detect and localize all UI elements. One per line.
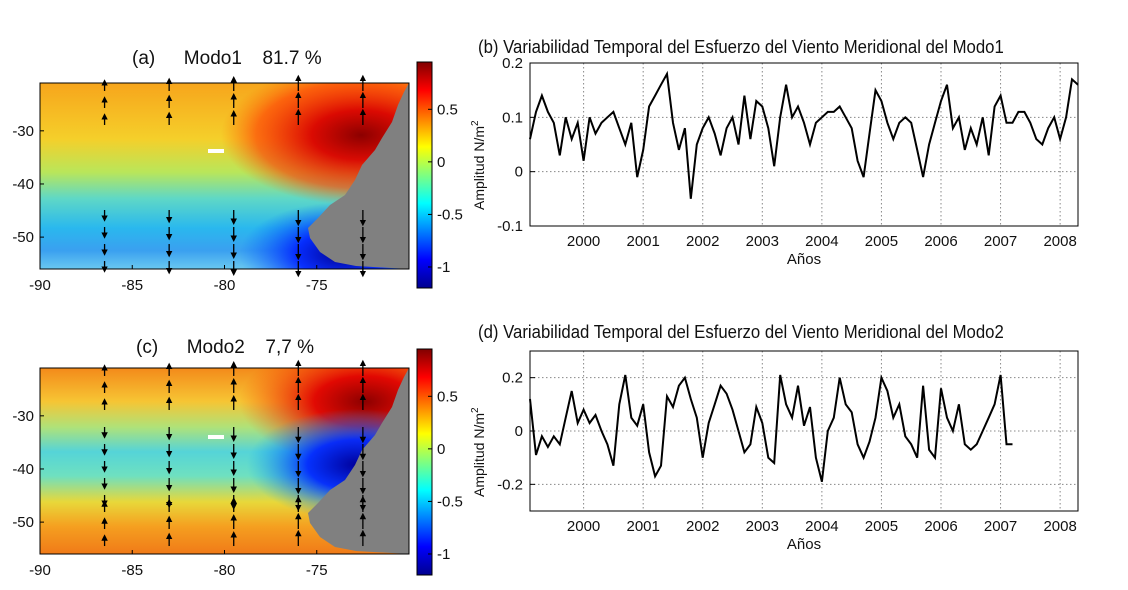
y-tick-label: 0.1 (502, 109, 523, 126)
colorbar-c-ticks: 0.5 0 -0.5 -1 (428, 388, 463, 563)
panel-d-title: (d) Variabilidad Temporal del Esfuerzo d… (478, 322, 1004, 342)
colorbar-a-label: Amplitud N/m2 (470, 120, 487, 210)
colorbar-tick-label: -1 (437, 546, 450, 563)
colorbar-tick-label: 0 (437, 441, 445, 458)
map-x-tick-label: -75 (306, 277, 328, 294)
map-y-tick-label: -30 (12, 123, 34, 140)
map-panel-c (39, 359, 410, 555)
x-tick-label: 2003 (746, 518, 779, 535)
map-y-tick-label: -50 (12, 229, 34, 246)
map-x-tick-label: -75 (306, 562, 328, 579)
map-y-tick-label: -40 (12, 176, 34, 193)
x-tick-label: 2000 (567, 518, 600, 535)
colorbar-tick-label: 0.5 (437, 101, 458, 118)
colorbar-c: 0.5 0 -0.5 -1 Amplitud N/m2 (416, 348, 487, 576)
map-x-tick-label: -85 (121, 562, 143, 579)
line-chart-d: 2000 2001 2002 2003 2004 2005 2006 2007 2008 0.2 0… (497, 350, 1079, 553)
series-line (529, 70, 1079, 199)
map-x-tick-label: -85 (121, 277, 143, 294)
colorbar-tick-label: -0.5 (437, 206, 463, 223)
map-c-land (308, 368, 409, 554)
map-a-white-marker (208, 149, 224, 153)
x-tick-label: 2000 (567, 233, 600, 250)
x-tick-label: 2008 (1043, 233, 1076, 250)
plot-frame (529, 350, 1079, 512)
map-x-tick-label: -90 (29, 277, 51, 294)
colorbar-tick-label: 0.5 (437, 388, 458, 405)
map-c-axis-ticks: -90 -85 -80 -75 -30 -40 -50 (12, 408, 327, 579)
panel-a-mode: Modo1 (183, 48, 242, 69)
y-tick-label: 0.2 (502, 370, 523, 387)
series-line (529, 374, 1013, 482)
x-tick-label: 2007 (984, 518, 1017, 535)
colorbar-a-ticks: 0.5 0 -0.5 -1 (428, 101, 463, 276)
map-c-wind-arrows (101, 359, 367, 547)
y-tick-label: 0.2 (502, 55, 523, 72)
line-chart-b: 2000 2001 2002 2003 2004 2005 2006 2007 2008 0.2 0… (497, 55, 1079, 268)
map-y-tick-label: -40 (12, 461, 34, 478)
x-tick-label: 2002 (686, 233, 719, 250)
panel-c-mode: Modo2 (186, 337, 245, 358)
y-tick-label: 0 (515, 423, 523, 440)
colorbar-a: 0.5 0 -0.5 -1 Amplitud N/m2 (416, 61, 487, 289)
panel-c-percent: 7,7 % (265, 337, 314, 358)
panel-a-title: (a) Modo1 81.7 % (132, 48, 322, 70)
plot-frame (529, 62, 1079, 227)
map-x-tick-label: -90 (29, 562, 51, 579)
panel-c-title: (c) Modo2 7,7 % (136, 337, 314, 359)
map-a-land (308, 83, 409, 269)
map-panel-a (39, 74, 410, 278)
x-axis-label: Años (787, 536, 821, 553)
x-tick-label: 2001 (626, 518, 659, 535)
x-tick-label: 2001 (626, 233, 659, 250)
x-tick-label: 2004 (805, 233, 838, 250)
y-tick-label: 0 (515, 164, 523, 181)
panel-a-percent: 81.7 % (262, 48, 322, 69)
x-tick-label: 2005 (865, 518, 898, 535)
map-a-wind-arrows (101, 74, 367, 278)
colorbar-tick-label: -0.5 (437, 493, 463, 510)
map-y-tick-label: -50 (12, 514, 34, 531)
x-tick-label: 2006 (924, 233, 957, 250)
colorbar-tick-label: -1 (437, 259, 450, 276)
colorbar-c-label: Amplitud N/m2 (470, 407, 487, 497)
colorbar-tick-label: 0 (437, 154, 445, 171)
panel-c-label: (c) (136, 337, 159, 358)
y-tick-label: -0.2 (497, 476, 523, 493)
colorbar-a-ramp (416, 61, 433, 289)
x-tick-label: 2008 (1043, 518, 1076, 535)
map-x-tick-label: -80 (214, 562, 236, 579)
x-tick-label: 2005 (865, 233, 898, 250)
colorbar-c-ramp (416, 348, 433, 576)
x-axis-label: Años (787, 251, 821, 268)
x-tick-label: 2003 (746, 233, 779, 250)
map-a-axis-ticks: -90 -85 -80 -75 -30 -40 -50 (12, 123, 327, 294)
y-tick-label: -0.1 (497, 218, 523, 235)
map-c-white-marker (208, 435, 224, 439)
panel-a-label: (a) (132, 48, 156, 69)
map-x-tick-label: -80 (214, 277, 236, 294)
x-tick-label: 2004 (805, 518, 838, 535)
x-tick-label: 2006 (924, 518, 957, 535)
x-tick-label: 2002 (686, 518, 719, 535)
map-y-tick-label: -30 (12, 408, 34, 425)
x-tick-label: 2007 (984, 233, 1017, 250)
panel-b-title: (b) Variabilidad Temporal del Esfuerzo d… (478, 37, 1004, 57)
